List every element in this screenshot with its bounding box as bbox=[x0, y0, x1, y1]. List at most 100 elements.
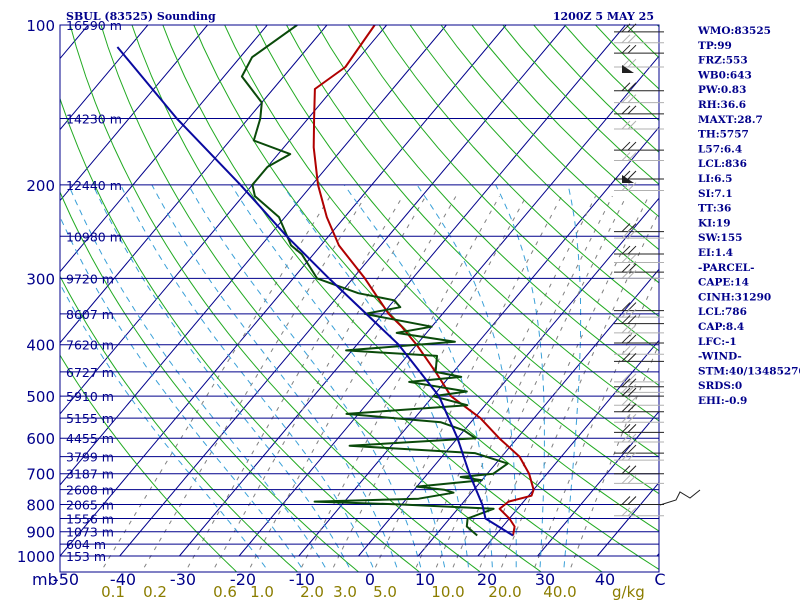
wind-barb-feather bbox=[627, 23, 637, 33]
stability-index-line: TT:36 bbox=[698, 203, 731, 215]
mixing-ratio-line bbox=[187, 195, 404, 568]
wind-barb-feather bbox=[621, 396, 631, 406]
wind-barb-feather bbox=[621, 413, 631, 423]
wind-barb-feather bbox=[621, 44, 631, 54]
wind-barb bbox=[614, 94, 664, 104]
isotherm-line bbox=[60, 25, 268, 273]
height-level-label: 14230 m bbox=[66, 112, 122, 127]
height-level-label: 5155 m bbox=[66, 411, 114, 426]
wind-barb bbox=[614, 444, 664, 454]
wind-barb bbox=[614, 105, 664, 115]
dry-adiabat-line bbox=[60, 96, 421, 572]
wind-barb bbox=[614, 334, 664, 344]
wind-barb bbox=[614, 152, 664, 162]
wind-barb bbox=[614, 34, 664, 44]
wind-barb-feather bbox=[621, 254, 631, 263]
stability-index-line: TH:5757 bbox=[698, 129, 749, 141]
wind-barb bbox=[614, 451, 664, 461]
wind-barb bbox=[614, 182, 664, 192]
wind-barb bbox=[614, 302, 664, 312]
temperature-tick-label: 40 bbox=[595, 570, 615, 589]
moist-adiabat-line bbox=[92, 184, 350, 568]
chart-gridlines bbox=[0, 13, 800, 578]
stability-index-line: WMO:83525 bbox=[697, 25, 771, 37]
wind-barb-feather bbox=[627, 507, 637, 517]
isotherm-line bbox=[0, 25, 28, 556]
stability-index-line: -WIND- bbox=[698, 351, 742, 363]
wind-barb bbox=[614, 315, 664, 325]
wind-barb-feather bbox=[621, 223, 631, 233]
stability-index-line: LFC:-1 bbox=[698, 336, 737, 348]
stability-index-line: SRDS:0 bbox=[698, 380, 742, 392]
wind-barb bbox=[614, 82, 664, 92]
mixing-ratio-tick-label: 0.1 bbox=[101, 583, 125, 600]
wind-barb-feather bbox=[621, 58, 631, 68]
pressure-tick-label: 200 bbox=[26, 177, 55, 195]
wind-barb-feather bbox=[621, 229, 631, 239]
moist-adiabat-line bbox=[68, 184, 326, 568]
wind-barb bbox=[614, 269, 664, 279]
wind-barb-feather bbox=[621, 507, 631, 517]
mixing-ratio-line bbox=[249, 195, 457, 568]
stability-index-line: LCL:836 bbox=[698, 158, 747, 170]
wind-barb-feather bbox=[627, 475, 637, 484]
pressure-tick-label: 700 bbox=[26, 466, 55, 484]
wind-barb bbox=[614, 396, 664, 406]
wind-barb-feather bbox=[621, 263, 631, 273]
mixing-ratio-unit-label: g/kg bbox=[612, 583, 645, 600]
stability-index-line: SI:7.1 bbox=[698, 188, 733, 200]
wind-barb-feather bbox=[621, 496, 631, 505]
wind-barb-feather bbox=[621, 23, 631, 33]
mixing-ratio-tick-label: 0.6 bbox=[213, 583, 237, 600]
dry-adiabat-line bbox=[409, 25, 659, 284]
height-level-label: 16590 m bbox=[66, 18, 122, 33]
wind-barb-feather bbox=[621, 269, 631, 279]
wind-barb bbox=[614, 324, 664, 334]
dry-adiabat-line bbox=[69, 25, 482, 572]
isotherm-line bbox=[358, 197, 659, 557]
mixing-ratio-tick-label: 0.2 bbox=[143, 583, 167, 600]
stability-index-line: EHI:-0.9 bbox=[698, 395, 747, 407]
stability-index-line: SW:155 bbox=[698, 232, 742, 244]
moist-adiabat-line bbox=[230, 184, 446, 568]
dry-adiabat-line bbox=[767, 13, 800, 578]
wind-barb bbox=[614, 384, 664, 393]
pressure-tick-label: 500 bbox=[26, 388, 55, 406]
wind-barb-feather bbox=[621, 451, 631, 461]
dry-adiabat-line bbox=[193, 25, 659, 532]
mixing-ratio-line bbox=[332, 195, 527, 568]
wind-barb bbox=[614, 465, 664, 475]
wind-barb-feather bbox=[627, 315, 637, 324]
isotherm-line bbox=[537, 410, 659, 557]
mixing-ratio-tick-label: 5.0 bbox=[373, 583, 397, 600]
isotherm-line bbox=[60, 25, 208, 202]
wind-barb-column bbox=[614, 23, 701, 517]
stability-index-line: FRZ:553 bbox=[698, 55, 748, 67]
wind-barb bbox=[614, 345, 664, 355]
wind-barb bbox=[614, 413, 664, 423]
temperature-tick-label: 30 bbox=[535, 570, 555, 589]
wind-barb-feather bbox=[627, 44, 637, 54]
temperature-tick-label: C bbox=[654, 570, 665, 589]
temperature-tick-label: 10 bbox=[415, 570, 435, 589]
height-level-label: 9720 m bbox=[66, 271, 114, 286]
height-level-label: 604 m bbox=[66, 537, 106, 552]
stability-index-line: CINH:31290 bbox=[698, 291, 771, 303]
height-level-label: 8607 m bbox=[66, 307, 114, 322]
wind-barb-feather bbox=[627, 34, 637, 44]
wind-barb-feather bbox=[621, 141, 631, 151]
temperature-tick-label: -50 bbox=[53, 570, 79, 589]
wind-barb-feather bbox=[627, 424, 637, 433]
wind-barb-feather bbox=[627, 58, 637, 68]
temperature-tick-label: -10 bbox=[289, 570, 315, 589]
wind-barb-feather bbox=[621, 384, 631, 393]
wind-barb-feather bbox=[621, 475, 631, 484]
stability-index-line: TP:99 bbox=[698, 40, 732, 52]
isotherm-line bbox=[60, 25, 507, 557]
wind-barb bbox=[614, 120, 664, 130]
wind-barb-feather bbox=[627, 82, 637, 92]
mixing-ratio-line bbox=[214, 195, 427, 568]
temperature-tick-label: -20 bbox=[230, 570, 256, 589]
temperature-tick-label: -40 bbox=[110, 570, 136, 589]
isotherm-line bbox=[179, 25, 626, 557]
